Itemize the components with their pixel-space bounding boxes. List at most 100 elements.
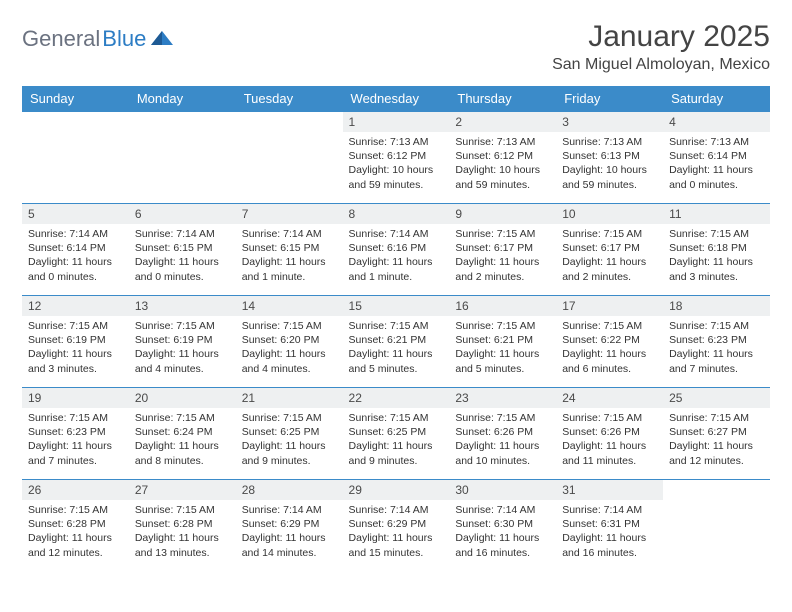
calendar-cell: 5Sunrise: 7:14 AMSunset: 6:14 PMDaylight…	[22, 204, 129, 296]
calendar-cell: 9Sunrise: 7:15 AMSunset: 6:17 PMDaylight…	[449, 204, 556, 296]
day-number: 30	[449, 480, 556, 500]
day-number: 7	[236, 204, 343, 224]
calendar-table: SundayMondayTuesdayWednesdayThursdayFrid…	[22, 86, 770, 572]
calendar-cell: 28Sunrise: 7:14 AMSunset: 6:29 PMDayligh…	[236, 480, 343, 572]
calendar-cell-empty	[663, 480, 770, 572]
sunset-line: Sunset: 6:28 PM	[135, 517, 230, 531]
location-subtitle: San Miguel Almoloyan, Mexico	[552, 56, 770, 74]
calendar-cell: 31Sunrise: 7:14 AMSunset: 6:31 PMDayligh…	[556, 480, 663, 572]
sunset-line: Sunset: 6:17 PM	[455, 241, 550, 255]
day-number: 1	[343, 112, 450, 132]
day-details: Sunrise: 7:15 AMSunset: 6:18 PMDaylight:…	[663, 224, 770, 286]
sunset-line: Sunset: 6:23 PM	[28, 425, 123, 439]
sunset-line: Sunset: 6:21 PM	[455, 333, 550, 347]
day-details: Sunrise: 7:13 AMSunset: 6:14 PMDaylight:…	[663, 132, 770, 194]
daylight-line: Daylight: 10 hours and 59 minutes.	[349, 163, 444, 191]
calendar-cell: 10Sunrise: 7:15 AMSunset: 6:17 PMDayligh…	[556, 204, 663, 296]
daylight-line: Daylight: 11 hours and 5 minutes.	[455, 347, 550, 375]
day-number: 13	[129, 296, 236, 316]
day-details: Sunrise: 7:15 AMSunset: 6:21 PMDaylight:…	[343, 316, 450, 378]
sunrise-line: Sunrise: 7:15 AM	[455, 319, 550, 333]
calendar-cell: 2Sunrise: 7:13 AMSunset: 6:12 PMDaylight…	[449, 112, 556, 204]
calendar-cell: 23Sunrise: 7:15 AMSunset: 6:26 PMDayligh…	[449, 388, 556, 480]
day-details: Sunrise: 7:14 AMSunset: 6:14 PMDaylight:…	[22, 224, 129, 286]
daylight-line: Daylight: 11 hours and 2 minutes.	[455, 255, 550, 283]
daylight-line: Daylight: 11 hours and 0 minutes.	[669, 163, 764, 191]
day-details: Sunrise: 7:13 AMSunset: 6:12 PMDaylight:…	[449, 132, 556, 194]
daylight-line: Daylight: 10 hours and 59 minutes.	[562, 163, 657, 191]
sunrise-line: Sunrise: 7:14 AM	[28, 227, 123, 241]
day-number: 28	[236, 480, 343, 500]
sunset-line: Sunset: 6:31 PM	[562, 517, 657, 531]
calendar-cell: 7Sunrise: 7:14 AMSunset: 6:15 PMDaylight…	[236, 204, 343, 296]
sunrise-line: Sunrise: 7:14 AM	[242, 503, 337, 517]
sunrise-line: Sunrise: 7:15 AM	[135, 319, 230, 333]
sunrise-line: Sunrise: 7:15 AM	[562, 319, 657, 333]
header: General Blue January 2025 San Miguel Alm…	[22, 20, 770, 74]
day-header-wednesday: Wednesday	[343, 86, 450, 112]
sunrise-line: Sunrise: 7:13 AM	[562, 135, 657, 149]
daylight-line: Daylight: 11 hours and 1 minute.	[349, 255, 444, 283]
day-number: 10	[556, 204, 663, 224]
calendar-cell-empty	[236, 112, 343, 204]
day-details: Sunrise: 7:14 AMSunset: 6:15 PMDaylight:…	[129, 224, 236, 286]
sunset-line: Sunset: 6:14 PM	[669, 149, 764, 163]
day-details: Sunrise: 7:15 AMSunset: 6:17 PMDaylight:…	[556, 224, 663, 286]
sunset-line: Sunset: 6:25 PM	[242, 425, 337, 439]
sunrise-line: Sunrise: 7:15 AM	[455, 411, 550, 425]
sunset-line: Sunset: 6:20 PM	[242, 333, 337, 347]
calendar-cell: 18Sunrise: 7:15 AMSunset: 6:23 PMDayligh…	[663, 296, 770, 388]
day-details: Sunrise: 7:14 AMSunset: 6:16 PMDaylight:…	[343, 224, 450, 286]
title-block: January 2025 San Miguel Almoloyan, Mexic…	[552, 20, 770, 74]
day-number: 6	[129, 204, 236, 224]
sunrise-line: Sunrise: 7:15 AM	[28, 319, 123, 333]
sunrise-line: Sunrise: 7:15 AM	[669, 227, 764, 241]
sunrise-line: Sunrise: 7:15 AM	[349, 411, 444, 425]
sunset-line: Sunset: 6:25 PM	[349, 425, 444, 439]
sunset-line: Sunset: 6:30 PM	[455, 517, 550, 531]
daylight-line: Daylight: 11 hours and 10 minutes.	[455, 439, 550, 467]
daylight-line: Daylight: 11 hours and 0 minutes.	[135, 255, 230, 283]
sunset-line: Sunset: 6:12 PM	[349, 149, 444, 163]
day-details: Sunrise: 7:15 AMSunset: 6:20 PMDaylight:…	[236, 316, 343, 378]
sunset-line: Sunset: 6:28 PM	[28, 517, 123, 531]
day-details: Sunrise: 7:15 AMSunset: 6:28 PMDaylight:…	[129, 500, 236, 562]
day-details: Sunrise: 7:13 AMSunset: 6:13 PMDaylight:…	[556, 132, 663, 194]
sunset-line: Sunset: 6:29 PM	[349, 517, 444, 531]
day-header-saturday: Saturday	[663, 86, 770, 112]
calendar-cell: 15Sunrise: 7:15 AMSunset: 6:21 PMDayligh…	[343, 296, 450, 388]
day-details: Sunrise: 7:15 AMSunset: 6:25 PMDaylight:…	[343, 408, 450, 470]
calendar-cell: 20Sunrise: 7:15 AMSunset: 6:24 PMDayligh…	[129, 388, 236, 480]
calendar-header-row: SundayMondayTuesdayWednesdayThursdayFrid…	[22, 86, 770, 112]
sunset-line: Sunset: 6:18 PM	[669, 241, 764, 255]
day-details: Sunrise: 7:15 AMSunset: 6:23 PMDaylight:…	[663, 316, 770, 378]
calendar-cell: 17Sunrise: 7:15 AMSunset: 6:22 PMDayligh…	[556, 296, 663, 388]
day-details: Sunrise: 7:15 AMSunset: 6:22 PMDaylight:…	[556, 316, 663, 378]
calendar-cell: 6Sunrise: 7:14 AMSunset: 6:15 PMDaylight…	[129, 204, 236, 296]
day-details: Sunrise: 7:14 AMSunset: 6:29 PMDaylight:…	[236, 500, 343, 562]
month-title: January 2025	[552, 20, 770, 54]
daylight-line: Daylight: 11 hours and 16 minutes.	[562, 531, 657, 559]
daylight-line: Daylight: 11 hours and 3 minutes.	[28, 347, 123, 375]
day-details: Sunrise: 7:15 AMSunset: 6:19 PMDaylight:…	[129, 316, 236, 378]
daylight-line: Daylight: 11 hours and 4 minutes.	[135, 347, 230, 375]
calendar-cell: 4Sunrise: 7:13 AMSunset: 6:14 PMDaylight…	[663, 112, 770, 204]
sunset-line: Sunset: 6:15 PM	[242, 241, 337, 255]
calendar-cell: 29Sunrise: 7:14 AMSunset: 6:29 PMDayligh…	[343, 480, 450, 572]
daylight-line: Daylight: 11 hours and 2 minutes.	[562, 255, 657, 283]
day-details: Sunrise: 7:14 AMSunset: 6:15 PMDaylight:…	[236, 224, 343, 286]
day-details: Sunrise: 7:15 AMSunset: 6:26 PMDaylight:…	[449, 408, 556, 470]
daylight-line: Daylight: 11 hours and 6 minutes.	[562, 347, 657, 375]
daylight-line: Daylight: 11 hours and 1 minute.	[242, 255, 337, 283]
logo-text-blue: Blue	[102, 26, 146, 52]
daylight-line: Daylight: 11 hours and 15 minutes.	[349, 531, 444, 559]
calendar-cell: 24Sunrise: 7:15 AMSunset: 6:26 PMDayligh…	[556, 388, 663, 480]
day-number: 15	[343, 296, 450, 316]
sunset-line: Sunset: 6:23 PM	[669, 333, 764, 347]
sunset-line: Sunset: 6:13 PM	[562, 149, 657, 163]
day-number: 24	[556, 388, 663, 408]
day-number: 21	[236, 388, 343, 408]
calendar-body: 1Sunrise: 7:13 AMSunset: 6:12 PMDaylight…	[22, 112, 770, 572]
daylight-line: Daylight: 11 hours and 11 minutes.	[562, 439, 657, 467]
daylight-line: Daylight: 11 hours and 16 minutes.	[455, 531, 550, 559]
